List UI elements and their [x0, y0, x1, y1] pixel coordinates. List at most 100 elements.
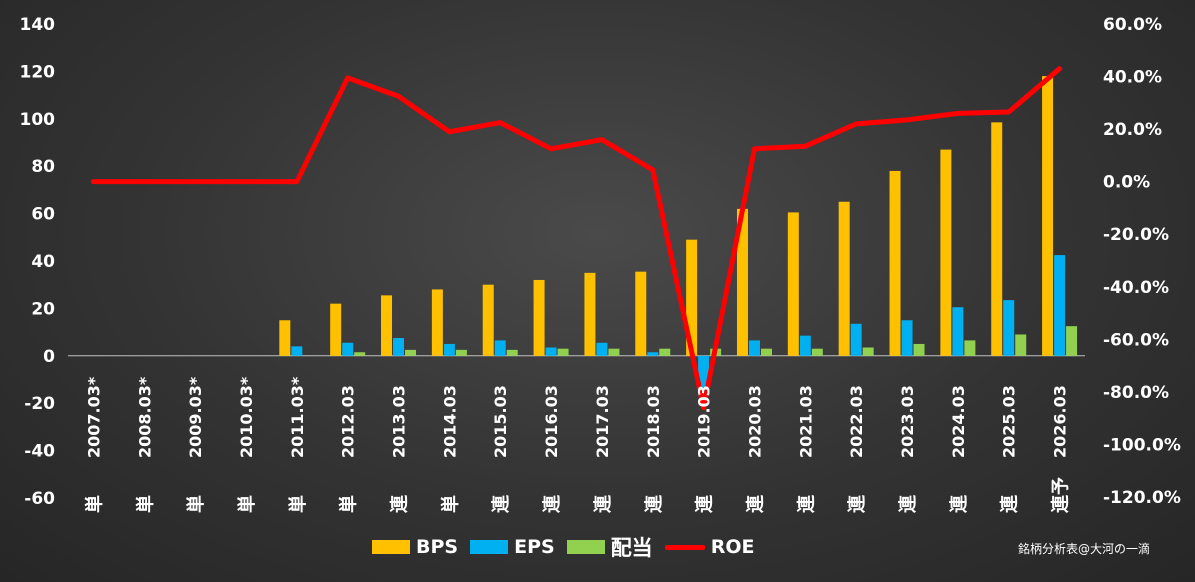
bars-group [279, 76, 1078, 397]
bar-bps-2013.03 [381, 295, 393, 356]
left-tick-label: 40 [31, 252, 55, 272]
consolidation-type-label: 単 [83, 495, 105, 513]
bar-dividend-2023.03 [913, 343, 925, 356]
category-label: 2007.03* [84, 376, 103, 458]
category-label: 2011.03* [288, 376, 307, 458]
bar-eps-2024.03 [952, 307, 964, 356]
category-label: 2012.03 [339, 385, 358, 458]
category-label: 2017.03 [593, 385, 612, 458]
bar-bps-2020.03 [736, 208, 748, 356]
bar-dividend-2020.03 [760, 348, 772, 356]
bar-bps-2023.03 [889, 170, 901, 356]
bar-eps-2025.03 [1003, 300, 1015, 356]
left-tick-label: -40 [24, 442, 55, 462]
legend-swatch-dividend [566, 540, 605, 554]
bar-dividend-2024.03 [964, 340, 976, 356]
category-label: 2016.03 [542, 385, 561, 458]
bar-bps-2011.03* [279, 320, 291, 356]
bar-bps-2014.03 [431, 289, 443, 356]
consolidation-type-label: 連 [694, 494, 716, 513]
consolidation-type-label: 単 [338, 495, 360, 513]
bar-bps-2018.03 [635, 271, 647, 356]
bar-bps-2017.03 [584, 272, 596, 356]
bar-dividend-2021.03 [811, 348, 823, 356]
legend-item-dividend: 配当 [566, 532, 653, 562]
legend-label-roe: ROE [710, 536, 755, 558]
right-tick-label: 60.0% [1103, 15, 1162, 35]
bar-dividend-2018.03 [659, 348, 671, 356]
left-tick-label: 100 [20, 110, 56, 130]
left-tick-label: 140 [20, 15, 56, 35]
legend-label-eps: EPS [514, 536, 555, 558]
right-tick-label: 0.0% [1103, 173, 1150, 193]
category-label: 2020.03 [745, 385, 764, 458]
legend-swatch-eps [470, 540, 509, 554]
right-tick-label: -20.0% [1103, 225, 1169, 245]
bar-bps-2024.03 [940, 149, 952, 356]
category-label: 2010.03* [237, 376, 256, 458]
category-label: 2019.03 [695, 385, 714, 458]
left-axis: 140 120 100 80 60 40 20 0 -20 -40 -60 [20, 15, 56, 509]
right-tick-label: -80.0% [1103, 383, 1169, 403]
consolidation-type-label: 連 [541, 494, 563, 513]
credit-text: 銘柄分析表@大河の一滴 [1018, 542, 1151, 556]
bar-eps-2018.03 [647, 352, 659, 356]
left-tick-label: -60 [24, 489, 55, 509]
bar-dividend-2016.03 [557, 348, 569, 356]
consolidation-type-label: 連 [948, 494, 970, 513]
category-label: 2023.03 [898, 385, 917, 458]
left-tick-label: 80 [31, 157, 55, 177]
bar-bps-2015.03 [482, 284, 494, 356]
bar-eps-2021.03 [799, 335, 811, 356]
bar-dividend-2026.03 [1066, 326, 1078, 356]
bar-dividend-2022.03 [862, 347, 874, 356]
right-axis: 60.0% 40.0% 20.0% 0.0% -20.0% -40.0% -60.0% -80… [1103, 15, 1181, 508]
roe-line [90, 66, 1063, 411]
consolidation-type-label: 連 [592, 494, 614, 513]
bar-bps-2026.03 [1042, 76, 1054, 356]
legend-item-bps: BPS [372, 536, 458, 558]
bar-eps-2020.03 [748, 340, 760, 356]
legend-swatch-roe [664, 544, 705, 550]
legend-label-bps: BPS [416, 536, 459, 558]
category-label: 2025.03 [1000, 385, 1019, 458]
left-tick-label: 120 [20, 62, 56, 82]
category-label: 2009.03* [186, 376, 205, 458]
right-tick-label: 20.0% [1103, 120, 1162, 140]
consolidation-type-label: 連 [389, 494, 411, 513]
category-label: 2024.03 [949, 385, 968, 458]
consolidation-type-label: 連 [999, 494, 1021, 513]
bar-dividend-2013.03 [405, 349, 417, 356]
category-label: 2026.03 [1051, 385, 1070, 458]
bar-bps-2016.03 [533, 279, 545, 356]
consolidation-type-label: 連 [490, 494, 512, 513]
bar-eps-2016.03 [545, 347, 557, 356]
left-tick-label: 60 [31, 205, 55, 225]
bar-eps-2017.03 [596, 342, 608, 356]
bar-bps-2022.03 [838, 201, 850, 356]
legend-swatch-bps [372, 540, 410, 554]
bar-eps-2013.03 [393, 338, 405, 356]
consolidation-type-label: 単 [134, 495, 156, 513]
consolidation-type-label: 単 [236, 495, 258, 513]
bar-eps-2019.03 [698, 355, 710, 397]
category-label: 2014.03 [440, 385, 459, 458]
bar-dividend-2012.03 [354, 352, 366, 356]
category-label: 2021.03 [796, 385, 815, 458]
category-labels: 2007.03* 単 2008.03* 単 2009.03* 単 2010.03* 単 2011… [83, 376, 1071, 513]
consolidation-type-label: 単 [287, 495, 309, 513]
bar-dividend-2015.03 [506, 349, 518, 356]
legend-item-roe: ROE [664, 536, 755, 558]
consolidation-type-label: 単 [185, 495, 207, 513]
bar-bps-2019.03 [686, 239, 698, 356]
consolidation-type-label: 単 [439, 495, 461, 513]
consolidation-type-label: 連 [795, 494, 817, 513]
category-label: 2013.03 [390, 385, 409, 458]
consolidation-type-label: 連 [643, 494, 665, 513]
bar-eps-2023.03 [901, 320, 913, 356]
legend: BPS EPS 配当 ROE [372, 532, 766, 562]
bar-eps-2014.03 [443, 343, 455, 356]
right-tick-label: -100.0% [1103, 435, 1181, 455]
category-label: 2018.03 [644, 385, 663, 458]
